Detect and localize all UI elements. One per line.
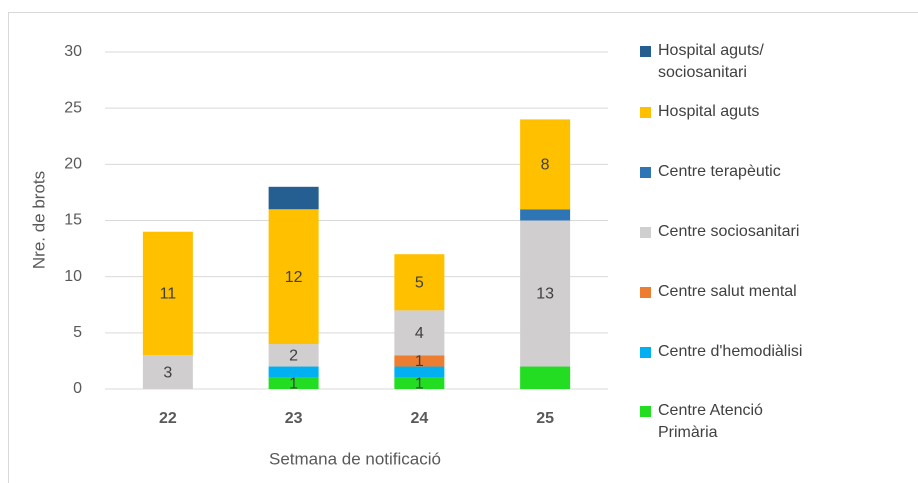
legend-swatch (640, 406, 651, 417)
legend-label: Centre Atenció Primària (658, 402, 763, 441)
data-label: 1 (289, 376, 298, 393)
data-label: 1 (415, 353, 424, 370)
bar-segment (394, 377, 445, 389)
bar-segment (520, 366, 571, 389)
y-tick-label: 5 (73, 324, 82, 341)
data-label: 2 (289, 348, 298, 365)
legend-swatch (640, 107, 651, 118)
x-tick-label: 22 (159, 410, 177, 427)
bar-segment (520, 209, 571, 221)
bar-segment (142, 231, 193, 356)
legend-label: Centre d'hemodiàlisi (658, 343, 803, 360)
y-tick-label: 15 (64, 212, 82, 229)
x-axis-label: Setmana de notificació (269, 449, 441, 468)
data-label: 1 (415, 376, 424, 393)
data-label: 11 (160, 286, 177, 303)
data-label: 3 (163, 364, 172, 381)
data-label: 12 (285, 269, 303, 286)
bar-segment (268, 344, 319, 367)
bar-segment (268, 209, 319, 345)
data-label: 13 (536, 286, 554, 303)
y-tick-label: 25 (64, 99, 82, 116)
y-tick-label: 30 (64, 43, 82, 60)
chart-border (8, 12, 918, 483)
y-axis-label: Nre. de brots (29, 171, 48, 269)
x-tick-label: 24 (410, 410, 428, 427)
y-tick-label: 20 (64, 156, 82, 173)
data-label: 8 (541, 157, 550, 174)
bar-segment (520, 220, 571, 367)
y-tick-label: 10 (64, 268, 82, 285)
bar-segment (394, 355, 445, 367)
legend-label: Centre terapèutic (658, 163, 781, 180)
bar-segment (268, 377, 319, 389)
legend-swatch (640, 46, 651, 57)
bar-segment (142, 355, 193, 389)
legend-label: Hospital aguts/ sociosanitari (658, 42, 764, 81)
y-tick-label: 0 (73, 380, 82, 397)
x-tick-label: 23 (285, 410, 303, 427)
legend-label: Hospital aguts (658, 103, 760, 120)
bar-segment (394, 366, 445, 378)
bar-segment (268, 186, 319, 210)
bar-segment (394, 254, 445, 311)
bar-segment (394, 310, 445, 356)
legend-swatch (640, 167, 651, 178)
data-label: 4 (415, 325, 424, 342)
legend-label: Centre sociosanitari (658, 223, 800, 240)
bar-segment (520, 119, 571, 210)
data-label: 5 (415, 275, 424, 292)
x-tick-label: 25 (536, 410, 554, 427)
legend-label: Centre salut mental (658, 283, 797, 300)
bar-segment (268, 366, 319, 378)
legend-swatch (640, 347, 651, 358)
legend-swatch (640, 227, 651, 238)
legend-swatch (640, 287, 651, 298)
